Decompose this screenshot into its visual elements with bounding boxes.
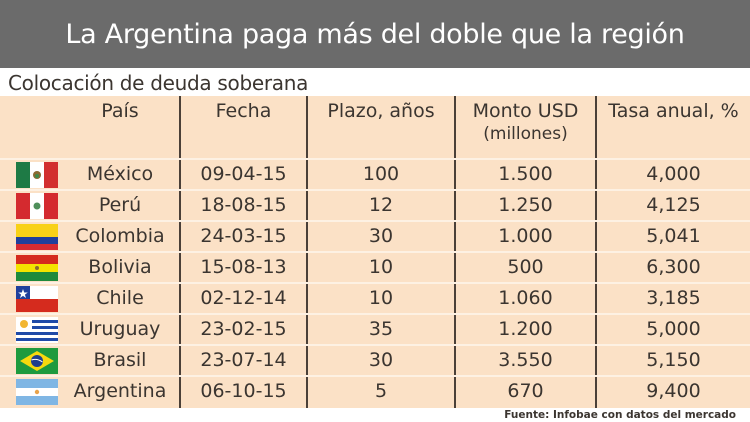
- cell-tasa: 5,041: [646, 225, 701, 247]
- cell-plazo: 30: [368, 349, 394, 371]
- cell-pais: Bolivia: [88, 256, 152, 278]
- uruguay-flag-icon: [16, 317, 58, 343]
- debt-table: País Fecha Plazo, años Monto USD (millon…: [0, 96, 750, 408]
- table-subtitle: Colocación de deuda soberana: [8, 71, 309, 95]
- cell-plazo: 10: [368, 287, 394, 309]
- cell-tasa: 9,400: [646, 380, 701, 402]
- cell-pais: Colombia: [75, 225, 165, 247]
- table-row: Bolivia 15-08-13 10 500 6,300: [0, 251, 750, 282]
- cell-fecha: 09-04-15: [200, 163, 287, 185]
- table-row: Brasil 23-07-14 30 3.550 5,150: [0, 344, 750, 375]
- cell-pais: Chile: [96, 287, 144, 309]
- colombia-flag-icon: [16, 224, 58, 250]
- column-header-sublabel: (millones): [483, 124, 568, 144]
- cell-plazo: 30: [368, 225, 394, 247]
- chile-flag-icon: [16, 286, 58, 312]
- column-header-label: Fecha: [215, 100, 272, 122]
- cell-fecha: 18-08-15: [200, 194, 287, 216]
- source-note: Fuente: Infobae con datos del mercado: [504, 409, 736, 421]
- table-row: Chile 02-12-14 10 1.060 3,185: [0, 282, 750, 313]
- cell-fecha: 24-03-15: [200, 225, 287, 247]
- column-header-tasa: Tasa anual, %: [597, 96, 750, 156]
- column-header-label: País: [101, 100, 139, 122]
- cell-monto: 1.060: [498, 287, 553, 309]
- column-header-label: Monto USD: [472, 100, 579, 122]
- table-row: Argentina 06-10-15 5 670 9,400: [0, 375, 750, 406]
- brasil-flag-icon: [16, 348, 58, 374]
- cell-tasa: 6,300: [646, 256, 701, 278]
- cell-pais: México: [86, 163, 154, 185]
- mexico-flag-icon: [16, 162, 58, 188]
- cell-fecha: 06-10-15: [200, 380, 287, 402]
- cell-plazo: 12: [368, 194, 394, 216]
- argentina-flag-icon: [16, 379, 58, 405]
- cell-tasa: 5,000: [646, 318, 701, 340]
- bolivia-flag-icon: [16, 255, 58, 281]
- cell-fecha: 02-12-14: [200, 287, 287, 309]
- table-row: Perú 18-08-15 12 1.250 4,125: [0, 189, 750, 220]
- page-title: La Argentina paga más del doble que la r…: [0, 0, 750, 68]
- cell-tasa: 4,125: [646, 194, 701, 216]
- cell-tasa: 5,150: [646, 349, 701, 371]
- cell-pais: Argentina: [73, 380, 167, 402]
- column-header-label: Tasa anual, %: [608, 100, 739, 122]
- cell-plazo: 35: [368, 318, 394, 340]
- cell-tasa: 4,000: [646, 163, 701, 185]
- cell-monto: 3.550: [498, 349, 553, 371]
- cell-monto: 1.200: [498, 318, 553, 340]
- cell-monto: 1.500: [498, 163, 553, 185]
- column-header-label: Plazo, años: [327, 100, 435, 122]
- cell-plazo: 10: [368, 256, 394, 278]
- table-row: Uruguay 23-02-15 35 1.200 5,000: [0, 313, 750, 344]
- cell-fecha: 23-07-14: [200, 349, 287, 371]
- column-header-monto: Monto USD (millones): [456, 96, 595, 156]
- peru-flag-icon: [16, 193, 58, 219]
- table-row: México 09-04-15 100 1.500 4,000: [0, 158, 750, 189]
- cell-pais: Perú: [98, 194, 142, 216]
- column-header-plazo: Plazo, años: [308, 96, 454, 156]
- cell-pais: Uruguay: [79, 318, 161, 340]
- cell-monto: 1.250: [498, 194, 553, 216]
- table-row: Colombia 24-03-15 30 1.000 5,041: [0, 220, 750, 251]
- cell-pais: Brasil: [93, 349, 147, 371]
- cell-fecha: 15-08-13: [200, 256, 287, 278]
- cell-monto: 500: [507, 256, 544, 278]
- cell-plazo: 100: [362, 163, 400, 185]
- cell-fecha: 23-02-15: [200, 318, 287, 340]
- column-header-fecha: Fecha: [181, 96, 306, 156]
- cell-monto: 1.000: [498, 225, 553, 247]
- cell-tasa: 3,185: [646, 287, 701, 309]
- column-header-pais: País: [60, 96, 180, 156]
- cell-monto: 670: [507, 380, 544, 402]
- cell-plazo: 5: [374, 380, 388, 402]
